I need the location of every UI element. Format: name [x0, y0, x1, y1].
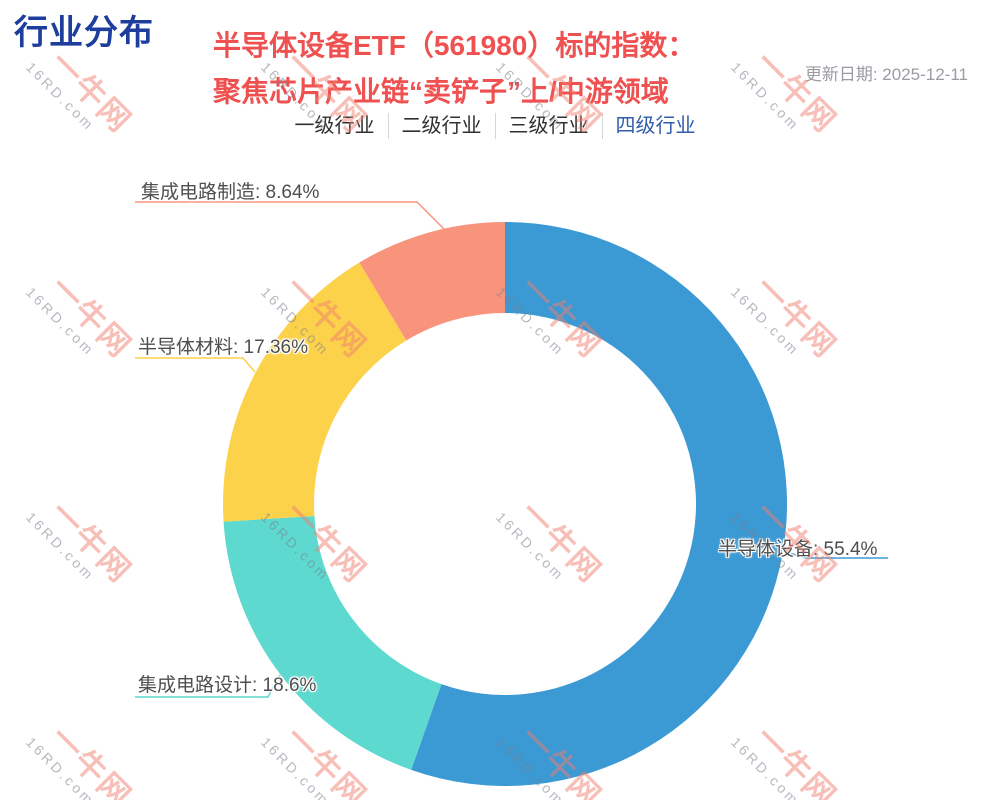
slice-ic-manufacturing[interactable]	[359, 221, 505, 341]
slice-semiconductor-materials[interactable]	[223, 262, 407, 522]
slice-ic-design[interactable]	[223, 515, 442, 770]
tab-level3[interactable]: 三级行业	[494, 113, 602, 139]
page-title: 行业分布	[14, 14, 154, 52]
pie-label-ic-manufacturing: 集成电路制造: 8.64%	[141, 182, 320, 203]
industry-level-tabs: 一级行业 二级行业 三级行业 四级行业	[0, 113, 990, 139]
tab-level1[interactable]: 一级行业	[294, 115, 375, 137]
label-line-ic-design	[135, 674, 281, 698]
etf-subtitle-line1: 半导体设备ETF（561980）标的指数：	[213, 30, 696, 61]
etf-subtitle-line2: 聚焦芯片产业链“卖铲子”上/中游领域	[213, 76, 669, 107]
label-line-semiconductor-equipment	[782, 550, 888, 559]
update-date: 更新日期: 2025-12-11	[804, 65, 968, 84]
tab-level2[interactable]: 二级行业	[387, 113, 495, 139]
tab-level4[interactable]: 四级行业	[601, 113, 709, 139]
slice-semiconductor-equipment[interactable]	[411, 222, 788, 786]
label-line-semiconductor-materials	[135, 357, 256, 373]
pie-label-ic-design: 集成电路设计: 18.6%	[138, 675, 317, 696]
label-line-ic-manufacturing	[135, 201, 448, 233]
pie-label-semiconductor-equipment: 半导体设备: 55.4%	[718, 539, 878, 560]
pie-label-semiconductor-materials: 半导体材料: 17.36%	[138, 337, 308, 358]
